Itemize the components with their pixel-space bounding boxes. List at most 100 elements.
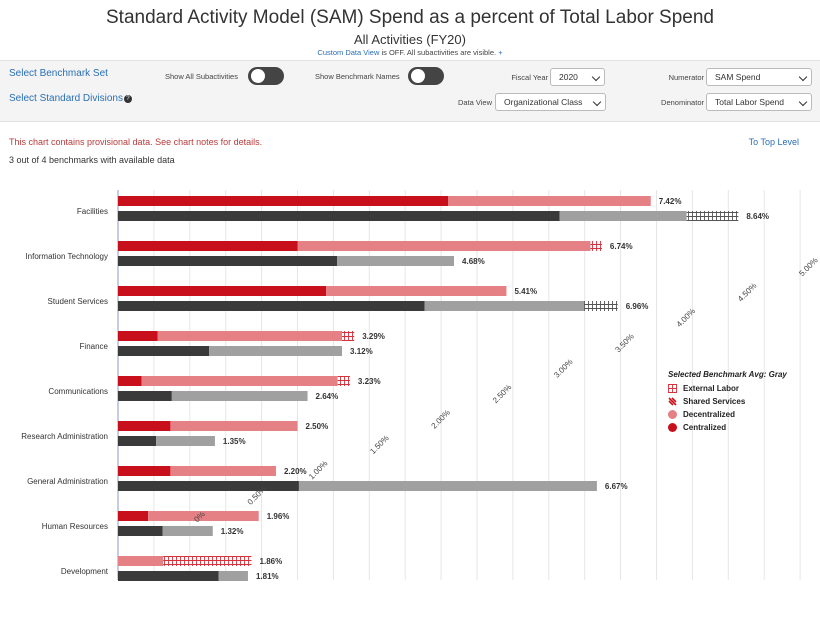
benchmark-value-label: 6.67%: [605, 482, 628, 491]
institution-value-label: 3.23%: [358, 377, 381, 386]
custom-data-view-status: is OFF. All subactivities are visible.: [379, 48, 499, 57]
show-benchmark-names-toggle[interactable]: [408, 67, 444, 85]
numerator-value: SAM Spend: [715, 72, 761, 82]
benchmark-value-label: 6.96%: [626, 302, 649, 311]
institution-centralized-bar: [118, 376, 142, 386]
select-standard-divisions-link[interactable]: Select Standard Divisions?: [9, 93, 132, 104]
benchmark-external-labor-bar: [686, 211, 739, 221]
provisional-data-warning: This chart contains provisional data. Se…: [9, 137, 263, 147]
x-tick-label: 3.50%: [613, 332, 635, 354]
institution-value-label: 1.96%: [267, 512, 290, 521]
institution-centralized-bar: [118, 466, 171, 476]
institution-value-label: 6.74%: [610, 242, 633, 251]
institution-decentralized-bar: [141, 376, 338, 386]
legend-label: Decentralized: [683, 410, 736, 419]
custom-data-view-link[interactable]: Custom Data View: [317, 48, 380, 57]
category-label: Communications: [48, 387, 108, 396]
toggle-knob: [251, 69, 265, 83]
benchmark-value-label: 2.64%: [316, 392, 339, 401]
institution-centralized-bar: [118, 286, 327, 296]
benchmark-decentralized-bar: [162, 526, 213, 536]
chevron-down-icon: [798, 72, 808, 82]
benchmark-centralized-bar: [118, 256, 337, 266]
denominator-label: Denominator: [661, 98, 704, 107]
institution-centralized-bar: [118, 421, 171, 431]
benchmark-decentralized-bar: [336, 256, 455, 266]
shared-services-swatch: [668, 397, 677, 406]
category-label: Finance: [80, 342, 109, 351]
benchmark-value-label: 8.64%: [746, 212, 769, 221]
decentralized-swatch: [668, 410, 677, 419]
chart-title: Standard Activity Model (SAM) Spend as a…: [106, 7, 714, 28]
benchmark-value-label: 1.32%: [221, 527, 244, 536]
data-view-label: Data View: [457, 98, 492, 107]
chevron-down-icon: [591, 72, 601, 82]
institution-decentralized-bar: [448, 196, 651, 206]
show-all-subactivities-label: Show All Subactivities: [165, 72, 238, 81]
x-tick-label: 1.50%: [368, 433, 390, 455]
fiscal-year-select[interactable]: 2020: [550, 68, 605, 86]
benchmark-decentralized-bar: [209, 346, 343, 356]
benchmark-centralized-bar: [118, 391, 172, 401]
external-labor-swatch: [668, 384, 677, 393]
benchmark-centralized-bar: [118, 571, 219, 581]
to-top-level-link[interactable]: To Top Level: [748, 137, 799, 147]
category-label: Human Resources: [42, 522, 108, 531]
show-all-subactivities-toggle[interactable]: [248, 67, 284, 85]
legend-label: External Labor: [683, 384, 740, 393]
institution-external-labor-bar: [342, 331, 355, 341]
chevron-down-icon: [798, 97, 808, 107]
institution-external-labor-bar: [337, 376, 350, 386]
institution-centralized-bar: [118, 511, 149, 521]
chevron-down-icon: [592, 97, 602, 107]
institution-centralized-bar: [118, 241, 298, 251]
institution-value-label: 2.50%: [306, 422, 329, 431]
data-view-value: Organizational Class: [504, 97, 583, 107]
expand-note-link[interactable]: +: [498, 48, 503, 57]
category-label: General Administration: [27, 477, 108, 486]
benchmark-centralized-bar: [118, 211, 560, 221]
benchmark-decentralized-bar: [218, 571, 248, 581]
institution-decentralized-bar: [170, 421, 298, 431]
denominator-select[interactable]: Total Labor Spend: [706, 93, 812, 111]
chart-legend: Selected Benchmark Avg: Gray External La…: [668, 370, 787, 434]
help-icon[interactable]: ?: [123, 95, 132, 103]
benchmark-value-label: 3.12%: [350, 347, 373, 356]
category-label: Information Technology: [25, 252, 108, 261]
benchmark-decentralized-bar: [171, 391, 308, 401]
institution-decentralized-bar: [297, 241, 591, 251]
legend-item-centralized: Centralized: [668, 421, 787, 434]
x-tick-label: 2.50%: [491, 383, 513, 405]
show-benchmark-names-label: Show Benchmark Names: [315, 72, 400, 81]
benchmark-value-label: 4.68%: [462, 257, 485, 266]
benchmark-centralized-bar: [118, 301, 425, 311]
institution-value-label: 3.29%: [362, 332, 385, 341]
category-label: Student Services: [48, 297, 108, 306]
benchmark-centralized-bar: [118, 526, 163, 536]
benchmark-decentralized-bar: [156, 436, 215, 446]
numerator-select[interactable]: SAM Spend: [706, 68, 812, 86]
category-label: Facilities: [77, 207, 108, 216]
legend-title: Selected Benchmark Avg: Gray: [668, 370, 787, 379]
benchmark-decentralized-bar: [559, 211, 687, 221]
benchmark-decentralized-bar: [424, 301, 584, 311]
data-view-select[interactable]: Organizational Class: [495, 93, 606, 111]
institution-decentralized-bar: [157, 331, 343, 341]
benchmark-external-labor-bar: [583, 301, 618, 311]
toggle-knob: [411, 69, 425, 83]
numerator-label: Numerator: [668, 73, 704, 82]
category-label: Research Administration: [21, 432, 108, 441]
bar-chart: 0%0.50%1.00%1.50%2.00%2.50%3.00%3.50%4.0…: [21, 190, 820, 581]
institution-centralized-bar: [118, 331, 158, 341]
select-standard-divisions-label: Select Standard Divisions: [9, 93, 123, 104]
fiscal-year-label: Fiscal Year: [511, 73, 548, 82]
centralized-swatch: [668, 423, 677, 432]
institution-external-labor-bar: [590, 241, 602, 251]
benchmark-centralized-bar: [118, 346, 210, 356]
x-tick-label: 1.00%: [307, 459, 329, 481]
benchmark-decentralized-bar: [298, 481, 597, 491]
institution-decentralized-bar: [326, 286, 507, 296]
institution-decentralized-bar: [148, 511, 259, 521]
benchmark-centralized-bar: [118, 481, 299, 491]
select-benchmark-set-link[interactable]: Select Benchmark Set: [9, 68, 108, 79]
